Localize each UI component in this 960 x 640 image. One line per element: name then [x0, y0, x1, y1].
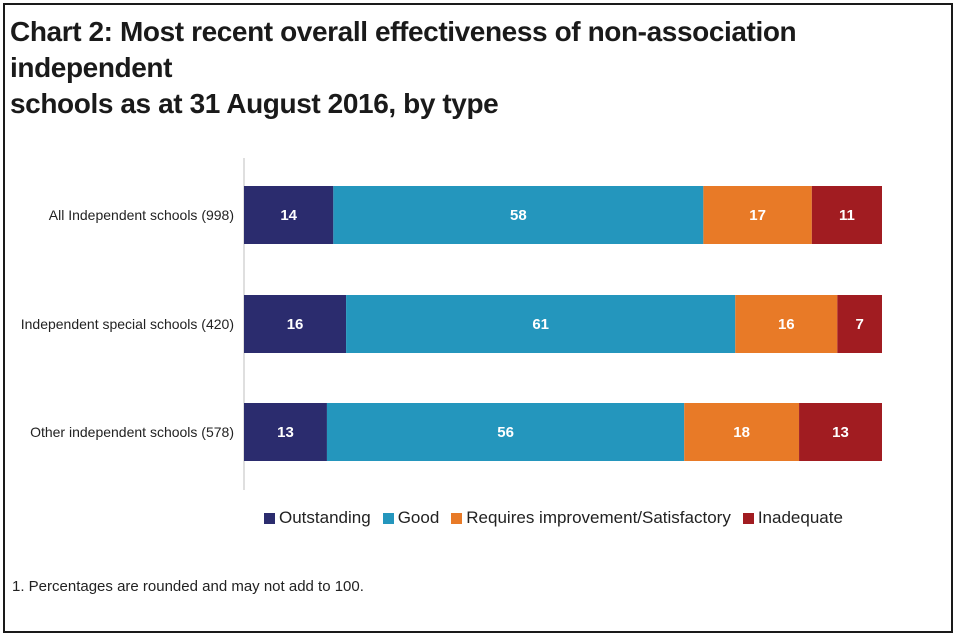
bar-segment-good-3 — [326, 403, 685, 461]
bar-segment-outstanding-3 — [244, 403, 327, 461]
data-label-requires-improvement-satisfactory-1: 17 — [749, 207, 766, 224]
legend-label-requires-improvement: Requires improvement/Satisfactory — [466, 508, 731, 527]
data-label-good-1: 58 — [510, 207, 527, 224]
legend-swatch-good — [382, 512, 394, 524]
bar-segment-good-1 — [333, 186, 704, 244]
bar-segment-good-2 — [346, 295, 736, 353]
data-label-inadequate-1: 11 — [839, 207, 855, 224]
legend-label-inadequate: Inadequate — [757, 508, 843, 527]
category-label-all-independent-schools-998: All Independent schools (998) — [49, 207, 234, 223]
legend-label-good: Good — [397, 508, 440, 527]
category-label-independent-special-schools-420: Independent special schools (420) — [21, 316, 234, 332]
category-label-other-independent-schools-578: Other independent schools (578) — [30, 424, 234, 440]
data-label-inadequate-3: 13 — [832, 424, 849, 441]
legend-item-inadequate: Inadequate — [742, 508, 843, 528]
data-label-requires-improvement-satisfactory-3: 18 — [733, 424, 750, 441]
data-label-good-3: 56 — [497, 424, 514, 441]
bar-segment-requires-improvement-satisfactory-3 — [684, 403, 800, 461]
data-label-outstanding-2: 16 — [287, 316, 304, 333]
legend-swatch-outstanding — [264, 512, 275, 524]
chart-title-line-2: schools as at 31 August 2016, by type — [10, 88, 499, 119]
legend-item-outstanding: Outstanding — [264, 508, 371, 528]
data-label-outstanding-3: 13 — [277, 424, 294, 441]
bar-segment-outstanding-2 — [244, 295, 347, 353]
chart-title: Chart 2: Most recent overall effectivene… — [10, 14, 940, 122]
data-label-requires-improvement-satisfactory-2: 16 — [778, 316, 795, 333]
legend-label-outstanding: Outstanding — [279, 508, 371, 527]
chart-footnote: 1. Percentages are rounded and may not a… — [12, 578, 364, 595]
bar-segment-inadequate-2 — [837, 295, 882, 353]
bar-segment-requires-improvement-satisfactory-2 — [735, 295, 838, 353]
bar-segment-outstanding-1 — [244, 186, 334, 244]
data-label-good-2: 61 — [532, 316, 549, 333]
legend-swatch-inadequate — [742, 512, 754, 524]
bar-segment-inadequate-3 — [799, 403, 882, 461]
bar-segment-inadequate-1 — [811, 186, 882, 244]
chart-legend: Outstanding Good Requires improvement/Sa… — [264, 508, 843, 528]
legend-item-requires-improvement: Requires improvement/Satisfactory — [451, 508, 731, 528]
data-label-inadequate-2: 7 — [855, 316, 863, 333]
data-label-outstanding-1: 14 — [280, 207, 297, 224]
legend-item-good: Good — [382, 508, 440, 528]
bar-segment-requires-improvement-satisfactory-1 — [703, 186, 812, 244]
legend-swatch-requires-improvement — [451, 512, 463, 524]
chart-title-line-1: Chart 2: Most recent overall effectivene… — [10, 16, 797, 83]
